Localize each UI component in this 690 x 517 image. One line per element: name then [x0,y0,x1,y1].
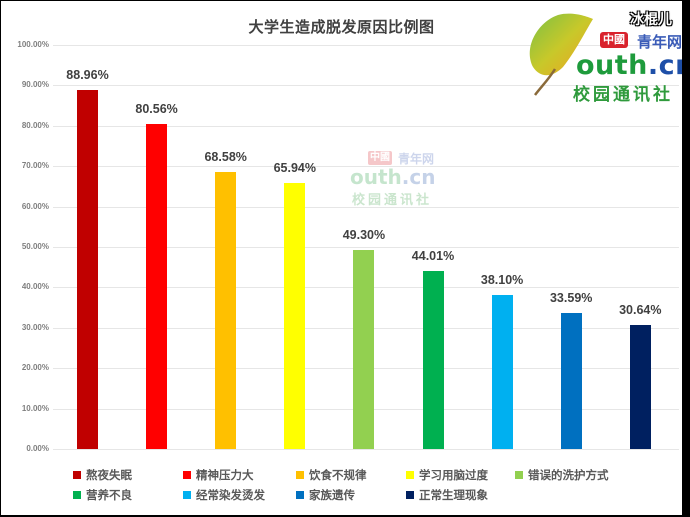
y-tick-label: 30.00% [21,322,49,332]
legend-item: 经常染发烫发 [183,487,265,503]
y-tick-label: 60.00% [21,201,49,211]
value-label: 80.56% [135,101,178,116]
chart-title: 大学生造成脱发原因比例图 [248,18,435,36]
gridline [53,206,679,208]
legend-item: 正常生理现象 [406,487,488,503]
y-tick-label: 100.00% [17,40,49,49]
y-tick-label: 80.00% [21,120,49,130]
legend-item: 饮食不规律 [296,467,367,483]
bar-6 [422,271,444,449]
gridline [53,45,679,46]
domain-text: outh.cn [350,165,436,189]
legend-item: 精神压力大 [183,467,254,483]
youth-cn-logo: 中國 青年网 outh.cn 校园通讯社 [513,7,682,105]
legend-item: 错误的洗护方式 [515,467,609,483]
legend-swatch-icon [406,471,414,479]
faint-logo-watermark: 中國 青年网 outh.cn 校园通讯社 [346,149,466,219]
bar-2 [146,123,168,449]
brand-box: 中國 [368,151,392,165]
y-tick-label: 10.00% [21,403,49,413]
legend-label: 错误的洗护方式 [528,468,609,482]
bar-3 [215,171,237,449]
brand-subtitle: 校园通讯社 [573,85,673,105]
bar-7 [491,295,513,449]
bar-1 [77,89,98,449]
legend-swatch-icon [73,491,81,499]
y-tick-label: 90.00% [21,80,49,90]
legend-swatch-icon [515,471,523,479]
bar-9 [629,325,651,449]
brand-box: 中國 [600,32,628,48]
gridline [53,166,679,168]
legend-swatch-icon [183,471,191,479]
watermark-text: 冰棍儿 [630,12,672,28]
legend-label: 正常生理现象 [419,488,488,502]
value-label: 68.58% [204,149,247,164]
legend-swatch-icon [406,491,414,499]
value-label: 30.64% [619,303,662,318]
legend-label: 家族遗传 [309,488,355,502]
legend-swatch-icon [296,491,304,499]
gridline [53,449,679,450]
legend-item: 营养不良 [73,487,132,503]
legend-label: 营养不良 [86,488,132,502]
value-label: 44.01% [411,249,455,264]
y-tick-label: 20.00% [21,363,49,373]
brand-name: 青年网 [637,33,682,51]
y-tick-label: 50.00% [21,242,49,251]
y-tick-label: 0.00% [26,444,49,453]
value-label: 33.59% [549,291,593,306]
bar-5 [353,249,375,449]
legend-label: 经常染发烫发 [196,488,265,502]
legend-swatch-icon [73,471,81,479]
legend-item: 熬夜失眠 [73,467,132,483]
gridline [53,247,679,248]
brand-name: 青年网 [398,152,435,166]
brand-subtitle: 校园通讯社 [352,193,433,208]
legend-swatch-icon [183,491,191,499]
legend-label: 饮食不规律 [309,468,367,482]
ginkgo-leaf-icon [529,13,593,96]
value-label: 65.94% [273,160,316,175]
legend-swatch-icon [296,471,304,479]
value-label: 49.30% [342,227,386,242]
legend-item: 家族遗传 [296,487,355,503]
domain-text: outh.cn [576,50,682,81]
bar-4 [284,182,306,449]
legend-label: 精神压力大 [196,468,254,482]
y-tick-label: 70.00% [21,161,49,171]
legend-label: 熬夜失眠 [86,468,132,482]
legend-label: 学习用脑过度 [419,468,488,482]
y-tick-label: 40.00% [21,282,49,292]
legend-item: 学习用脑过度 [406,467,488,483]
gridline [53,85,679,87]
bar-8 [560,313,582,449]
value-label: 88.96% [66,67,109,82]
value-label: 38.10% [480,273,524,288]
gridline [53,125,679,127]
